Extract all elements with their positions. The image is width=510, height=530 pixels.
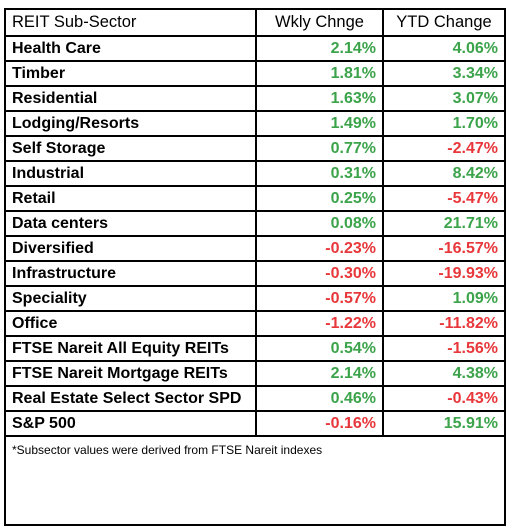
ytd-change-cell: -0.43% [382, 385, 504, 412]
reit-table-frame: REIT Sub-Sector Wkly Chnge YTD Change He… [4, 8, 506, 526]
ytd-change-cell: 8.42% [382, 160, 504, 187]
ytd-change-cell: -11.82% [382, 310, 504, 337]
ytd-change-cell: -16.57% [382, 235, 504, 262]
weekly-change-cell: 1.49% [255, 110, 384, 137]
header-ytd-change: YTD Change [382, 10, 504, 37]
table-row: Health Care 2.14% 4.06% [6, 35, 504, 62]
sector-name-cell: Industrial [6, 160, 257, 187]
sector-name-cell: Office [6, 310, 257, 337]
table-row: FTSE Nareit All Equity REITs 0.54% -1.56% [6, 335, 504, 362]
table-row: FTSE Nareit Mortgage REITs 2.14% 4.38% [6, 360, 504, 387]
ytd-change-cell: 15.91% [382, 410, 504, 437]
sector-name-cell: Real Estate Select Sector SPD [6, 385, 257, 412]
sector-name-cell: Timber [6, 60, 257, 87]
table-row: Infrastructure -0.30% -19.93% [6, 260, 504, 287]
ytd-change-cell: 4.38% [382, 360, 504, 387]
weekly-change-cell: 1.63% [255, 85, 384, 112]
sector-name-cell: Residential [6, 85, 257, 112]
sector-name-cell: Data centers [6, 210, 257, 237]
ytd-change-cell: 4.06% [382, 35, 504, 62]
sector-name-cell: Retail [6, 185, 257, 212]
ytd-change-cell: 3.07% [382, 85, 504, 112]
sector-name-cell: Infrastructure [6, 260, 257, 287]
ytd-change-cell: 21.71% [382, 210, 504, 237]
weekly-change-cell: 0.77% [255, 135, 384, 162]
sector-name-cell: Health Care [6, 35, 257, 62]
table-row: Diversified -0.23% -16.57% [6, 235, 504, 262]
weekly-change-cell: 0.54% [255, 335, 384, 362]
table-row: Retail 0.25% -5.47% [6, 185, 504, 212]
sector-name-cell: Lodging/Resorts [6, 110, 257, 137]
sector-name-cell: S&P 500 [6, 410, 257, 437]
sector-name-cell: FTSE Nareit Mortgage REITs [6, 360, 257, 387]
weekly-change-cell: 1.81% [255, 60, 384, 87]
weekly-change-cell: 0.31% [255, 160, 384, 187]
ytd-change-cell: 1.70% [382, 110, 504, 137]
weekly-change-cell: 0.25% [255, 185, 384, 212]
table-row: Industrial 0.31% 8.42% [6, 160, 504, 187]
header-sector: REIT Sub-Sector [6, 10, 257, 37]
table-row: Office -1.22% -11.82% [6, 310, 504, 337]
ytd-change-cell: -2.47% [382, 135, 504, 162]
table-row: Real Estate Select Sector SPD 0.46% -0.43% [6, 385, 504, 412]
sector-name-cell: Diversified [6, 235, 257, 262]
weekly-change-cell: -0.16% [255, 410, 384, 437]
weekly-change-cell: 2.14% [255, 35, 384, 62]
table-row: Lodging/Resorts 1.49% 1.70% [6, 110, 504, 137]
footnote: *Subsector values were derived from FTSE… [12, 443, 323, 457]
table-header-row: REIT Sub-Sector Wkly Chnge YTD Change [6, 10, 504, 37]
weekly-change-cell: 2.14% [255, 360, 384, 387]
table-row: S&P 500 -0.16% 15.91% [6, 410, 504, 437]
table-row: Data centers 0.08% 21.71% [6, 210, 504, 237]
weekly-change-cell: -0.30% [255, 260, 384, 287]
ytd-change-cell: 3.34% [382, 60, 504, 87]
weekly-change-cell: 0.08% [255, 210, 384, 237]
table-body: Health Care 2.14% 4.06% Timber 1.81% 3.34% Res… [6, 35, 504, 437]
sector-name-cell: Speciality [6, 285, 257, 312]
ytd-change-cell: -19.93% [382, 260, 504, 287]
ytd-change-cell: -1.56% [382, 335, 504, 362]
table-row: Residential 1.63% 3.07% [6, 85, 504, 112]
table-row: Speciality -0.57% 1.09% [6, 285, 504, 312]
sector-name-cell: FTSE Nareit All Equity REITs [6, 335, 257, 362]
sector-name-cell: Self Storage [6, 135, 257, 162]
weekly-change-cell: -0.57% [255, 285, 384, 312]
ytd-change-cell: -5.47% [382, 185, 504, 212]
weekly-change-cell: -0.23% [255, 235, 384, 262]
ytd-change-cell: 1.09% [382, 285, 504, 312]
weekly-change-cell: 0.46% [255, 385, 384, 412]
header-weekly-change: Wkly Chnge [255, 10, 384, 37]
reit-performance-table: REIT Sub-Sector Wkly Chnge YTD Change He… [6, 10, 504, 437]
table-row: Self Storage 0.77% -2.47% [6, 135, 504, 162]
weekly-change-cell: -1.22% [255, 310, 384, 337]
table-row: Timber 1.81% 3.34% [6, 60, 504, 87]
